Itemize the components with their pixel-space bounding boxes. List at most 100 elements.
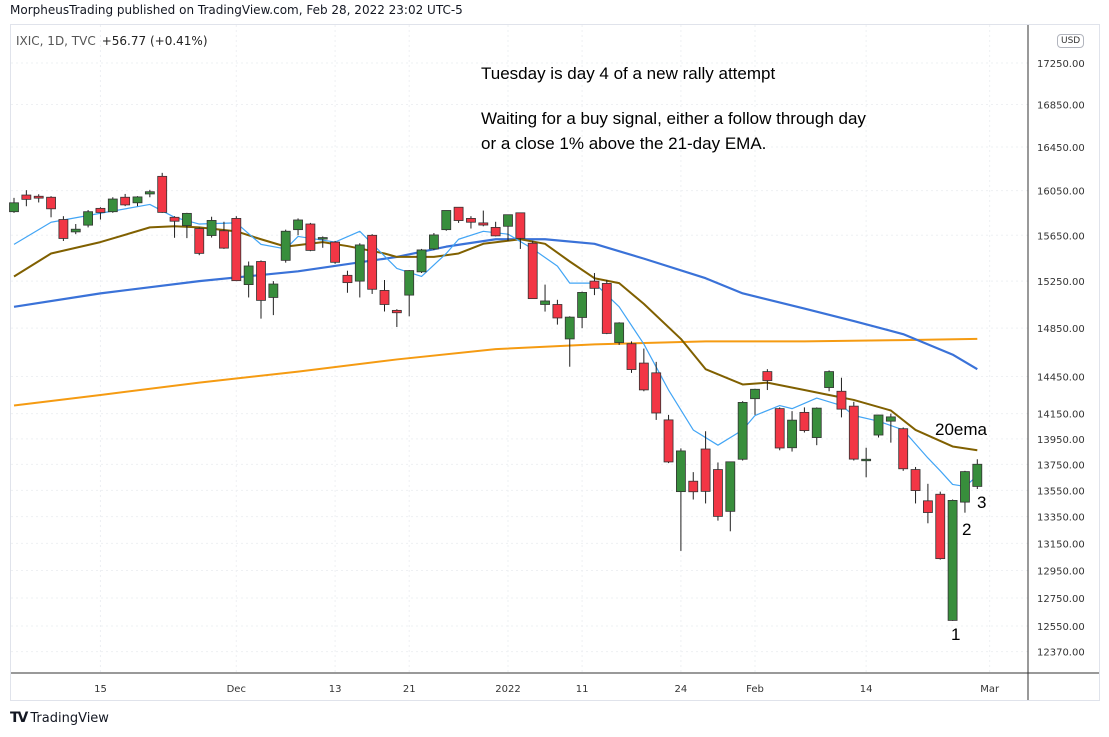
candle-up — [280, 230, 291, 261]
time-tick-label: 15 — [94, 684, 107, 695]
time-tick-label: 14 — [860, 684, 873, 695]
candle-down — [95, 207, 106, 213]
candle-down — [490, 226, 501, 237]
chart-pane[interactable] — [10, 24, 1100, 701]
candle-down — [367, 234, 378, 290]
price-tick-label: 16850.00 — [1037, 101, 1085, 112]
annotation-line3: or a close 1% above the 21-day EMA. — [481, 134, 767, 153]
candle-up — [428, 234, 439, 250]
candle-down — [638, 362, 649, 391]
candle-up — [861, 458, 872, 462]
price-tick-label: 13150.00 — [1037, 539, 1085, 550]
candle-down — [774, 408, 785, 449]
candle-down — [935, 493, 946, 560]
symbol-info: IXIC, 1D, TVC — [16, 34, 96, 48]
time-tick-label: Dec — [227, 684, 246, 695]
time-tick-label: Mar — [980, 684, 1000, 695]
candle-up — [577, 292, 587, 318]
candle-up — [873, 414, 884, 436]
ema-short-line — [13, 203, 978, 488]
price-change: +56.77 (+0.41%) — [101, 34, 208, 48]
candle-down — [799, 411, 810, 432]
candle-down — [478, 222, 489, 226]
annotation-day2: 2 — [962, 520, 972, 539]
annotation-line2: Waiting for a buy signal, either a follo… — [481, 109, 866, 128]
candle-up — [960, 471, 970, 503]
price-tick-label: 13550.00 — [1037, 486, 1085, 497]
time-tick-label: 21 — [403, 684, 416, 695]
candle-down — [552, 304, 563, 319]
candle-up — [947, 500, 958, 621]
candle-up — [787, 419, 797, 449]
candle-up — [107, 198, 118, 213]
candle-down — [169, 216, 180, 222]
price-tick-label: 16450.00 — [1037, 143, 1085, 154]
candle-down — [663, 419, 674, 463]
price-tick-label: 14150.00 — [1037, 410, 1085, 421]
candle-down — [46, 196, 56, 210]
candle-down — [58, 219, 69, 239]
candle-down — [231, 218, 242, 282]
candle-up — [416, 249, 427, 273]
candle-up — [293, 219, 303, 231]
candle-up — [811, 407, 822, 438]
candle-up — [404, 270, 415, 296]
candle-down — [256, 261, 266, 301]
candle-up — [885, 416, 896, 422]
price-tick-label: 12950.00 — [1037, 566, 1085, 577]
symbol-legend: IXIC, 1D, TVC +56.77 (+0.41%) — [16, 34, 208, 48]
candle-up — [132, 196, 143, 204]
annotation-line1: Tuesday is day 4 of a new rally attempt — [481, 64, 776, 83]
candle-down — [466, 218, 476, 223]
candle-down — [626, 343, 637, 370]
time-tick-label: 24 — [675, 684, 688, 695]
price-tick-label: 14450.00 — [1037, 372, 1085, 383]
price-tick-label: 15250.00 — [1037, 277, 1085, 288]
candle-up — [83, 211, 93, 226]
candle-down — [651, 372, 662, 414]
tradingview-logo[interactable]: TV TradingView — [10, 710, 109, 726]
price-tick-label: 14850.00 — [1037, 324, 1085, 335]
price-tick-label: 16050.00 — [1037, 187, 1085, 198]
candle-down — [762, 371, 773, 381]
candle-down — [601, 283, 612, 334]
tradingview-logo-icon: TV — [10, 710, 28, 726]
candle-up — [354, 244, 365, 282]
candle-down — [713, 469, 723, 517]
candle-down — [700, 448, 711, 492]
publish-info: MorpheusTrading published on TradingView… — [10, 3, 463, 17]
currency-badge[interactable]: USD — [1057, 34, 1085, 48]
price-tick-label: 13350.00 — [1037, 513, 1085, 524]
price-tick-label: 12370.00 — [1037, 648, 1085, 659]
candle-up — [503, 214, 513, 227]
candle-up — [9, 202, 19, 213]
ma-200-line — [13, 337, 978, 407]
price-tick-label: 13750.00 — [1037, 460, 1085, 471]
candle-down — [330, 241, 341, 263]
candle-up — [737, 402, 748, 460]
candle-down — [688, 480, 699, 493]
candle-down — [923, 500, 933, 513]
candle-down — [219, 230, 229, 249]
candle-up — [181, 212, 192, 226]
price-tick-label: 12550.00 — [1037, 622, 1085, 633]
candle-up — [540, 300, 550, 305]
candle-down — [379, 290, 390, 305]
candle-down — [515, 212, 526, 239]
candle-up — [614, 322, 625, 343]
candle-up — [725, 461, 736, 512]
candle-down — [527, 242, 538, 300]
candle-up — [144, 191, 155, 195]
candle-down — [157, 175, 168, 213]
candle-down — [120, 196, 131, 206]
candle-down — [194, 228, 205, 254]
candle-down — [342, 274, 353, 284]
candle-up — [317, 237, 328, 240]
candle-up — [243, 265, 254, 286]
candle-up — [750, 388, 760, 400]
candle-down — [305, 223, 316, 251]
annotation-day3: 3 — [977, 493, 987, 512]
time-tick-label: 13 — [329, 684, 342, 695]
candle-down — [391, 309, 402, 314]
